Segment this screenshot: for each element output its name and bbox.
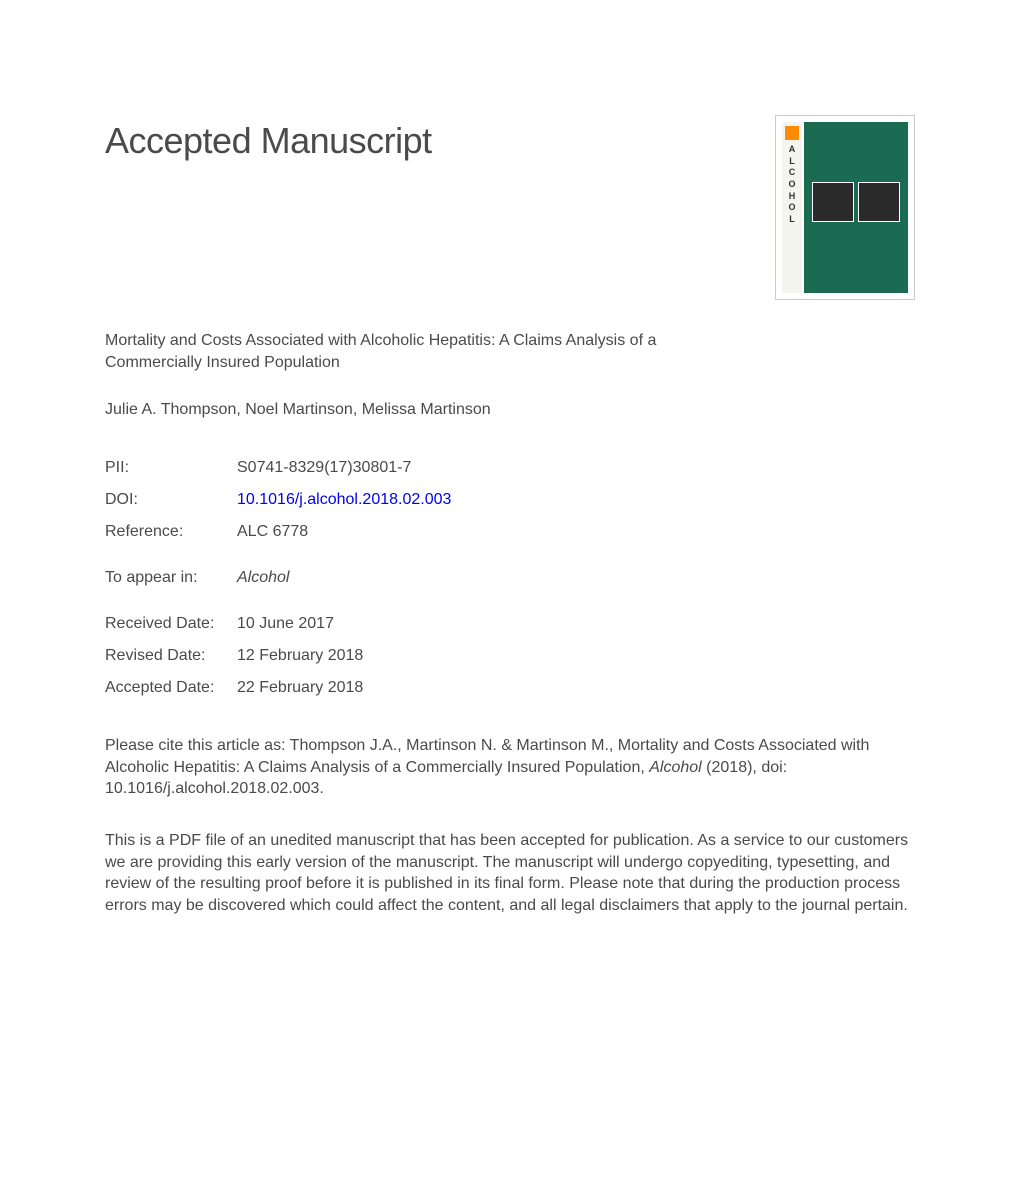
citation-journal-name: Alcohol (649, 759, 701, 776)
meta-value-reference: ALC 6778 (237, 523, 308, 541)
journal-cover-background (804, 122, 908, 293)
meta-row-pii: PII: S0741-8329(17)30801-7 (105, 459, 915, 477)
meta-row-received: Received Date: 10 June 2017 (105, 615, 915, 633)
spine-letter: L (789, 156, 795, 168)
page-heading: Accepted Manuscript (105, 120, 432, 162)
meta-label: To appear in: (105, 569, 237, 587)
citation-text: Please cite this article as: Thompson J.… (105, 735, 915, 800)
cover-image-icon (858, 182, 900, 222)
meta-label: Received Date: (105, 615, 237, 633)
meta-label: Accepted Date: (105, 679, 237, 697)
header-row: Accepted Manuscript A L C O H O L (105, 120, 915, 300)
meta-value-received-date: 10 June 2017 (237, 615, 334, 633)
meta-value-doi-link[interactable]: 10.1016/j.alcohol.2018.02.003 (237, 491, 451, 509)
meta-value-journal: Alcohol (237, 569, 289, 587)
meta-row-revised: Revised Date: 12 February 2018 (105, 647, 915, 665)
spine-letter: H (789, 191, 796, 203)
meta-value-pii: S0741-8329(17)30801-7 (237, 459, 411, 477)
meta-row-doi: DOI: 10.1016/j.alcohol.2018.02.003 (105, 491, 915, 509)
article-title: Mortality and Costs Associated with Alco… (105, 330, 745, 373)
spine-letter: A (789, 144, 796, 156)
meta-row-accepted: Accepted Date: 22 February 2018 (105, 679, 915, 697)
meta-label: Revised Date: (105, 647, 237, 665)
meta-value-revised-date: 12 February 2018 (237, 647, 363, 665)
disclaimer-text: This is a PDF file of an unedited manusc… (105, 830, 915, 916)
journal-cover-images (812, 182, 900, 222)
spine-letter: O (788, 179, 795, 191)
meta-row-reference: Reference: ALC 6778 (105, 523, 915, 541)
meta-label: DOI: (105, 491, 237, 509)
journal-spine: A L C O H O L (782, 122, 802, 293)
spine-letter: O (788, 202, 795, 214)
spine-letter: C (789, 167, 796, 179)
meta-value-accepted-date: 22 February 2018 (237, 679, 363, 697)
meta-row-appear: To appear in: Alcohol (105, 569, 915, 587)
spine-letter: L (789, 214, 795, 226)
journal-cover-thumbnail: A L C O H O L (775, 115, 915, 300)
meta-label: Reference: (105, 523, 237, 541)
cover-image-icon (812, 182, 854, 222)
article-authors: Julie A. Thompson, Noel Martinson, Melis… (105, 401, 915, 419)
meta-label: PII: (105, 459, 237, 477)
metadata-table: PII: S0741-8329(17)30801-7 DOI: 10.1016/… (105, 459, 915, 697)
publisher-logo-icon (785, 126, 799, 140)
